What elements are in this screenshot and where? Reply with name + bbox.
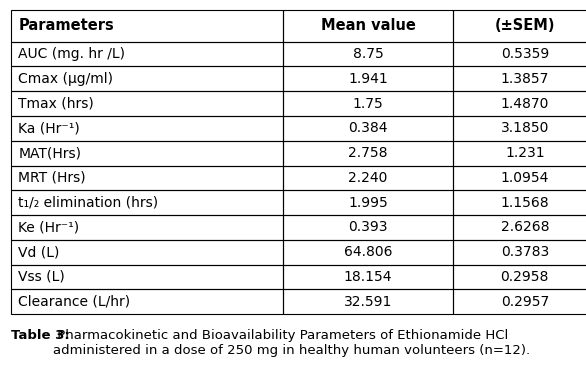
Bar [283, 240, 453, 264]
Text: 1.1568: 1.1568 [500, 196, 549, 210]
Text: Ke (Hr⁻¹): Ke (Hr⁻¹) [18, 220, 79, 234]
Text: Pharmacokinetic and Bioavailability Parameters of Ethionamide HCl
administered i: Pharmacokinetic and Bioavailability Para… [53, 329, 530, 357]
Text: Table 3:: Table 3: [11, 329, 69, 342]
Bar [283, 264, 453, 289]
Bar [283, 165, 453, 190]
Text: 1.231: 1.231 [505, 146, 544, 160]
Bar [453, 10, 586, 42]
Text: 18.154: 18.154 [344, 270, 392, 284]
Text: (±SEM): (±SEM) [495, 18, 555, 33]
Bar [453, 165, 586, 190]
Text: 0.384: 0.384 [348, 121, 388, 135]
Bar [11, 91, 283, 116]
Bar [11, 264, 283, 289]
Bar [283, 66, 453, 91]
Text: Ka (Hr⁻¹): Ka (Hr⁻¹) [18, 121, 80, 135]
Bar [453, 190, 586, 215]
Text: t₁/₂ elimination (hrs): t₁/₂ elimination (hrs) [18, 196, 158, 210]
Bar [11, 289, 283, 314]
Bar [453, 116, 586, 141]
Text: 1.4870: 1.4870 [500, 97, 549, 111]
Text: 0.2958: 0.2958 [500, 270, 549, 284]
Text: MRT (Hrs): MRT (Hrs) [18, 171, 86, 185]
Text: Vd (L): Vd (L) [18, 245, 60, 259]
Bar [11, 215, 283, 240]
Text: 0.3783: 0.3783 [500, 245, 549, 259]
Text: 1.0954: 1.0954 [500, 171, 549, 185]
Bar [453, 141, 586, 165]
Text: 32.591: 32.591 [344, 295, 392, 309]
Bar [11, 240, 283, 264]
Bar [11, 190, 283, 215]
Bar [453, 264, 586, 289]
Bar [11, 66, 283, 91]
Bar [453, 42, 586, 66]
Text: 1.75: 1.75 [353, 97, 383, 111]
Text: Clearance (L/hr): Clearance (L/hr) [18, 295, 130, 309]
Text: 1.995: 1.995 [348, 196, 388, 210]
Text: 0.5359: 0.5359 [500, 47, 549, 61]
Text: Vss (L): Vss (L) [18, 270, 65, 284]
Bar [453, 66, 586, 91]
Bar [453, 91, 586, 116]
Bar [283, 215, 453, 240]
Text: 0.393: 0.393 [348, 220, 388, 234]
Bar [453, 289, 586, 314]
Bar [283, 10, 453, 42]
Bar [453, 215, 586, 240]
Bar [11, 10, 283, 42]
Bar [11, 116, 283, 141]
Text: Tmax (hrs): Tmax (hrs) [18, 97, 94, 111]
Text: 1.941: 1.941 [348, 72, 388, 86]
Text: 1.3857: 1.3857 [500, 72, 549, 86]
Text: 0.2957: 0.2957 [500, 295, 549, 309]
Bar [283, 91, 453, 116]
Bar [453, 240, 586, 264]
Text: 2.240: 2.240 [348, 171, 388, 185]
Bar [283, 289, 453, 314]
Bar [283, 42, 453, 66]
Text: Parameters: Parameters [18, 18, 114, 33]
Bar [283, 116, 453, 141]
Bar [11, 141, 283, 165]
Bar [283, 141, 453, 165]
Text: 8.75: 8.75 [353, 47, 383, 61]
Bar [283, 190, 453, 215]
Text: 3.1850: 3.1850 [500, 121, 549, 135]
Text: Mean value: Mean value [321, 18, 415, 33]
Text: MAT(Hrs): MAT(Hrs) [18, 146, 81, 160]
Text: AUC (mg. hr /L): AUC (mg. hr /L) [18, 47, 125, 61]
Bar [11, 165, 283, 190]
Text: 2.758: 2.758 [348, 146, 388, 160]
Text: 2.6268: 2.6268 [500, 220, 549, 234]
Text: Cmax (μg/ml): Cmax (μg/ml) [18, 72, 113, 86]
Bar [11, 42, 283, 66]
Text: 64.806: 64.806 [344, 245, 392, 259]
